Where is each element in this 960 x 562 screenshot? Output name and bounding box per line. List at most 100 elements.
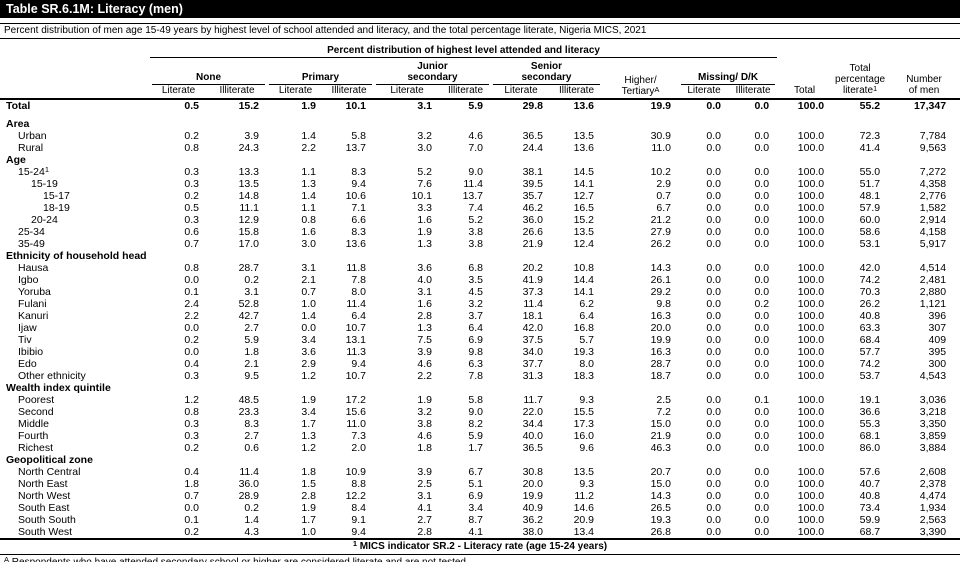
value-cell: 1.4 [301,310,316,322]
table-body: Total 0.5 15.2 1.9 10.1 3.1 5.9 29.8 13.6 19.9 0.0… [0,98,960,538]
value-cell: 1.4 [244,514,259,526]
value-cell: 14.8 [238,190,259,202]
value-cell: 2,481 [919,274,947,286]
value-cell: 0.0 [754,406,770,418]
value-cell: 13.7 [462,190,483,202]
value-cell [374,382,440,394]
value-cell: 2,378 [919,478,947,490]
value-cell: 57.7 [859,346,881,358]
value-cell: 3,036 [919,394,947,406]
value-cell: 7.4 [468,202,483,214]
value-cell: 36.5 [522,442,543,454]
value-cell: 3,884 [919,442,947,454]
value-cell: 7,272 [919,166,947,178]
value-cell: 7,784 [919,130,947,142]
value-cell: 30.8 [522,466,543,478]
value-cell: 86.0 [859,442,881,454]
value-cell: 9.8 [656,298,671,310]
value-cell: 1,582 [919,202,947,214]
value-cell: 1.0 [301,298,316,310]
value-cell: 1.2 [184,394,199,406]
value-cell: 12.7 [573,190,594,202]
value-cell: 100.0 [797,334,825,346]
value-cell: 13.6 [551,98,602,112]
value-cell [777,382,832,394]
col-header-total: Total [794,85,816,96]
col-header-literate: Literate [504,85,538,96]
value-cell: 0.0 [706,322,721,334]
value-cell: 3.9 [244,130,259,142]
value-cell [777,454,832,466]
value-cell [729,250,777,262]
table-row: Middle 0.3 8.3 1.7 11.0 3.8 8.2 34.4 17.3 15.0 0.0… [0,418,960,430]
value-cell [267,250,324,262]
value-cell: 0.2 [184,526,199,538]
value-cell: 26.5 [650,502,671,514]
table-row: Kanuri 2.2 42.7 1.4 6.4 2.8 3.7 18.1 6.4 16.3 0.0 0… [0,310,960,322]
value-cell: 1.6 [417,298,432,310]
value-cell: 0.7 [184,238,199,250]
value-cell: 1.9 [267,98,324,112]
value-cell: 1.0 [301,526,316,538]
footnote-marker: A [654,85,660,94]
value-cell: 100.0 [797,202,825,214]
value-cell: 27.9 [650,226,671,238]
row-label-text: Igbo [18,274,39,286]
value-cell: 41.4 [859,142,881,154]
value-cell: 0.7 [184,490,199,502]
value-cell: 1.6 [417,214,432,226]
value-cell: 5.8 [351,130,366,142]
value-cell: 0.4 [184,466,199,478]
value-cell: 70.3 [859,286,881,298]
value-cell: 1.3 [417,238,432,250]
value-cell: 2.2 [184,310,199,322]
value-cell [602,382,679,394]
value-cell: 38.0 [522,526,543,538]
value-cell: 18.7 [650,370,671,382]
value-cell: 14.3 [650,490,671,502]
row-label: North Central [0,466,150,478]
value-cell: 1.9 [417,394,432,406]
row-label-text: Tiv [18,334,32,346]
value-cell: 2.0 [351,442,366,454]
value-cell: 2.1 [301,274,316,286]
value-cell [729,118,777,130]
value-cell [602,154,679,166]
table-row: Fulani 2.4 52.8 1.0 11.4 1.6 3.2 11.4 6.2 9.8 0.0 0… [0,298,960,310]
value-cell [729,382,777,394]
value-cell: 5,917 [919,238,947,250]
value-cell [267,454,324,466]
value-cell: 100.0 [797,430,825,442]
footnote-marker: 1 [352,539,358,548]
row-label-text: Yoruba [18,286,51,298]
value-cell: 1.8 [417,442,432,454]
value-cell: 1.1 [301,202,316,214]
value-cell [267,154,324,166]
row-label: South East [0,502,150,514]
value-cell: 11.4 [346,298,366,310]
value-cell [777,118,832,130]
table-row: Igbo 0.0 0.2 2.1 7.8 4.0 3.5 41.9 14.4 26.1 0.0 0.0… [0,274,960,286]
section-row: Ethnicity of household head [0,250,960,262]
value-cell: 28.7 [650,358,671,370]
value-cell [888,118,960,130]
value-cell [602,454,679,466]
value-cell: 3.1 [417,286,432,298]
value-cell: 4.1 [468,526,483,538]
value-cell: 396 [928,310,947,322]
value-cell: 26.6 [522,226,543,238]
value-cell: 0.2 [184,130,199,142]
value-cell: 6.8 [468,262,483,274]
row-label-text: 15-17 [43,190,70,202]
value-cell: 4,474 [919,490,947,502]
value-cell: 31.3 [522,370,543,382]
value-cell: 12.9 [238,214,259,226]
value-cell: 2.2 [417,370,432,382]
value-cell: 7.8 [351,274,366,286]
value-cell: 1.7 [301,418,316,430]
value-cell: 0.0 [754,418,770,430]
value-cell: 4.5 [468,286,483,298]
value-cell [551,118,602,130]
value-cell: 12.2 [345,490,366,502]
value-cell: 0.0 [184,346,199,358]
